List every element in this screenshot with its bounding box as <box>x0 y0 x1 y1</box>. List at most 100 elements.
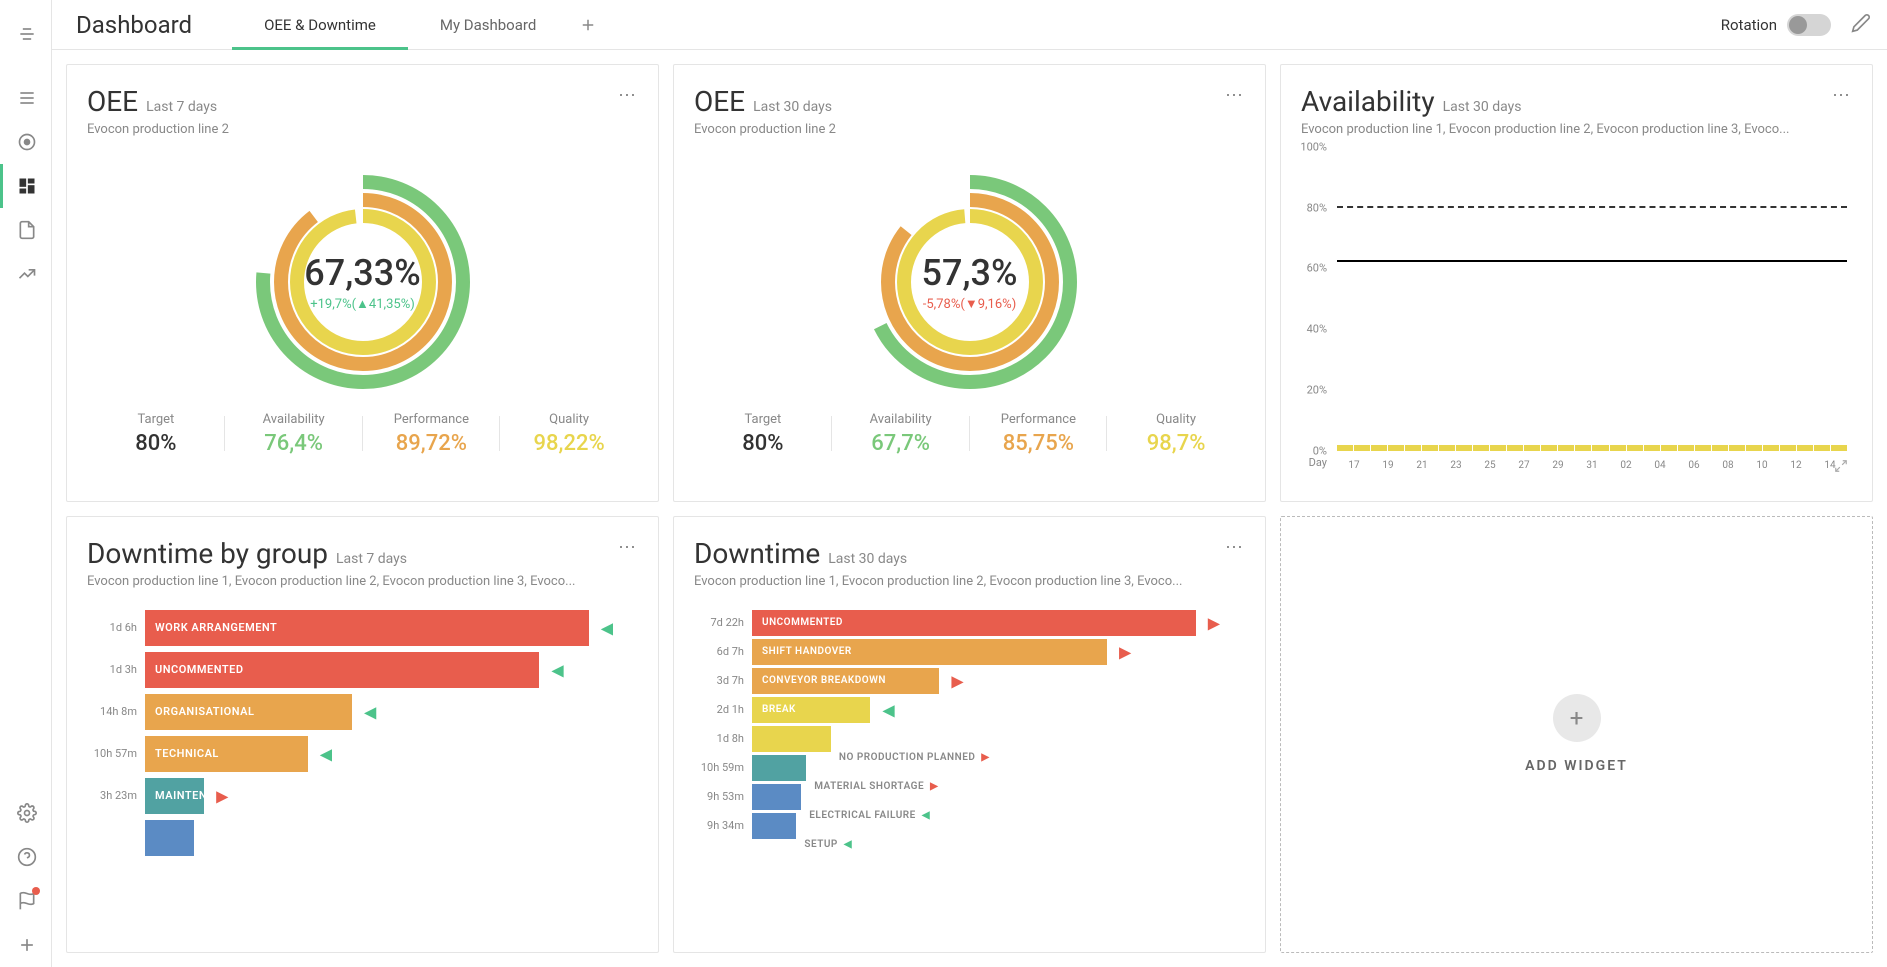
stat-value: 80% <box>87 431 225 456</box>
hbar-label: 3h 23m <box>87 789 137 802</box>
gauge-value: 57,3% <box>922 252 1018 294</box>
page-title: Dashboard <box>76 11 192 39</box>
widget-menu-icon[interactable]: ⋯ <box>1225 85 1245 106</box>
stats-row: Target80%Availability67,7%Performance 85,… <box>694 412 1245 456</box>
nav-list-icon[interactable] <box>0 76 52 120</box>
stat-label: Performance <box>363 412 501 427</box>
hbar-row: 10h 59mMATERIAL SHORTAGE▶ <box>694 754 1245 782</box>
widget-period: Last 7 days <box>336 551 407 567</box>
widget-oee-7d: OEE Last 7 days ⋯ Evocon production line… <box>66 64 659 502</box>
widget-menu-icon[interactable]: ⋯ <box>1832 85 1852 106</box>
hbar-label: 1d 8h <box>694 732 744 745</box>
y-tick: 60% <box>1307 262 1327 275</box>
rotation-toggle[interactable] <box>1787 14 1831 36</box>
downtime-group-chart: 1d 6hWORK ARRANGEMENT◀1d 3hUNCOMMENTED◀1… <box>87 589 638 933</box>
stat-value: 98,7% <box>1107 431 1245 456</box>
gauge-delta: +19,7%(▲41,35%) <box>304 296 420 312</box>
hbar-fill: TECHNICAL <box>145 736 308 772</box>
y-tick: 80% <box>1307 201 1327 214</box>
settings-icon[interactable] <box>0 791 52 835</box>
hbar-label: 6d 7h <box>694 645 744 658</box>
hbar-fill: WORK ARRANGEMENT <box>145 610 589 646</box>
hbar-row: 10h 57mTECHNICAL◀ <box>87 735 638 773</box>
hbar-row: 3d 7hCONVEYOR BREAKDOWN▶ <box>694 667 1245 695</box>
hbar-fill: SHIFT HANDOVER <box>752 639 1107 665</box>
y-tick: 40% <box>1307 323 1327 336</box>
hbar-fill <box>752 784 801 810</box>
help-icon[interactable] <box>0 835 52 879</box>
stat-value: 85,75% <box>970 431 1108 456</box>
stat-value: 67,7% <box>832 431 970 456</box>
widget-title: Downtime <box>694 537 820 570</box>
stat: Target80% <box>87 412 225 456</box>
oee-gauge: 67,33% +19,7%(▲41,35%) <box>243 162 483 402</box>
rotation-label: Rotation <box>1721 16 1777 34</box>
widget-menu-icon[interactable]: ⋯ <box>618 537 638 558</box>
hbar-label: 7d 22h <box>694 616 744 629</box>
widget-subtitle: Evocon production line 1, Evocon product… <box>87 574 638 589</box>
x-tick: 23 <box>1439 460 1473 471</box>
add-icon: + <box>1553 694 1601 742</box>
stats-row: Target80%Availability76,4%Performance89,… <box>87 412 638 456</box>
hbar-label: 1d 6h <box>87 621 137 634</box>
x-tick: 21 <box>1405 460 1439 471</box>
x-tick: 25 <box>1473 460 1507 471</box>
widget-menu-icon[interactable]: ⋯ <box>618 85 638 106</box>
widget-title: Downtime by group <box>87 537 328 570</box>
widget-period: Last 7 days <box>146 99 217 115</box>
nav-trend-icon[interactable] <box>0 252 52 296</box>
gauge-value: 67,33% <box>304 252 420 294</box>
x-tick: 02 <box>1609 460 1643 471</box>
topbar: Dashboard OEE & DowntimeMy Dashboard Rot… <box>52 0 1887 50</box>
stat: Target80% <box>694 412 832 456</box>
stat: Availability76,4% <box>225 412 363 456</box>
hbar-label: 1d 3h <box>87 663 137 676</box>
tabs: OEE & DowntimeMy Dashboard <box>232 0 568 50</box>
hbar-row: 1d 8hNO PRODUCTION PLANNED▶ <box>694 725 1245 753</box>
tab[interactable]: OEE & Downtime <box>232 0 408 50</box>
sidebar <box>0 0 52 967</box>
widget-menu-icon[interactable]: ⋯ <box>1225 537 1245 558</box>
hbar-fill: CONVEYOR BREAKDOWN <box>752 668 939 694</box>
x-tick: 08 <box>1711 460 1745 471</box>
hbar-fill: UNCOMMENTED <box>145 652 539 688</box>
hbar-label: 9h 53m <box>694 790 744 803</box>
nav-dashboard-icon[interactable] <box>0 164 52 208</box>
widget-period: Last 30 days <box>1443 99 1522 115</box>
hbar-label: 10h 59m <box>694 761 744 774</box>
hbar-fill <box>145 820 194 856</box>
oee-gauge: 57,3% -5,78%(▼9,16%) <box>850 162 1090 402</box>
nav-record-icon[interactable] <box>0 120 52 164</box>
y-tick: 100% <box>1300 141 1327 154</box>
menu-icon[interactable] <box>0 12 52 56</box>
edit-icon[interactable] <box>1851 13 1871 37</box>
expand-icon[interactable] <box>1834 458 1848 477</box>
stat-value: 98,22% <box>500 431 638 456</box>
nav-document-icon[interactable] <box>0 208 52 252</box>
tab[interactable]: My Dashboard <box>408 0 568 50</box>
x-tick: 12 <box>1779 460 1813 471</box>
stat-label: Performance <box>970 412 1108 427</box>
add-nav-icon[interactable] <box>0 923 52 967</box>
stat-label: Quality <box>1107 412 1245 427</box>
hbar-row: 9h 53mELECTRICAL FAILURE◀ <box>694 783 1245 811</box>
stat: Availability67,7% <box>832 412 970 456</box>
hbar-label: 14h 8m <box>87 705 137 718</box>
widget-subtitle: Evocon production line 1, Evocon product… <box>694 574 1245 589</box>
widget-title: OEE <box>87 85 138 118</box>
gauge-delta: -5,78%(▼9,16%) <box>922 296 1018 312</box>
hbar-row: 3h 23mMAINTENANCE▶ <box>87 777 638 815</box>
widget-downtime: Downtime Last 30 days ⋯ Evocon productio… <box>673 516 1266 954</box>
stat: Performance89,72% <box>363 412 501 456</box>
add-widget-button[interactable]: + ADD WIDGET <box>1280 516 1873 954</box>
widget-title: OEE <box>694 85 745 118</box>
x-tick: 31 <box>1575 460 1609 471</box>
hbar-fill: MAINTENANCE <box>145 778 204 814</box>
stat-label: Quality <box>500 412 638 427</box>
add-tab-button[interactable] <box>568 16 608 34</box>
stat-label: Availability <box>225 412 363 427</box>
hbar-label: 10h 57m <box>87 747 137 760</box>
x-tick: 27 <box>1507 460 1541 471</box>
widget-subtitle: Evocon production line 2 <box>694 122 1245 137</box>
flag-icon[interactable] <box>0 879 52 923</box>
